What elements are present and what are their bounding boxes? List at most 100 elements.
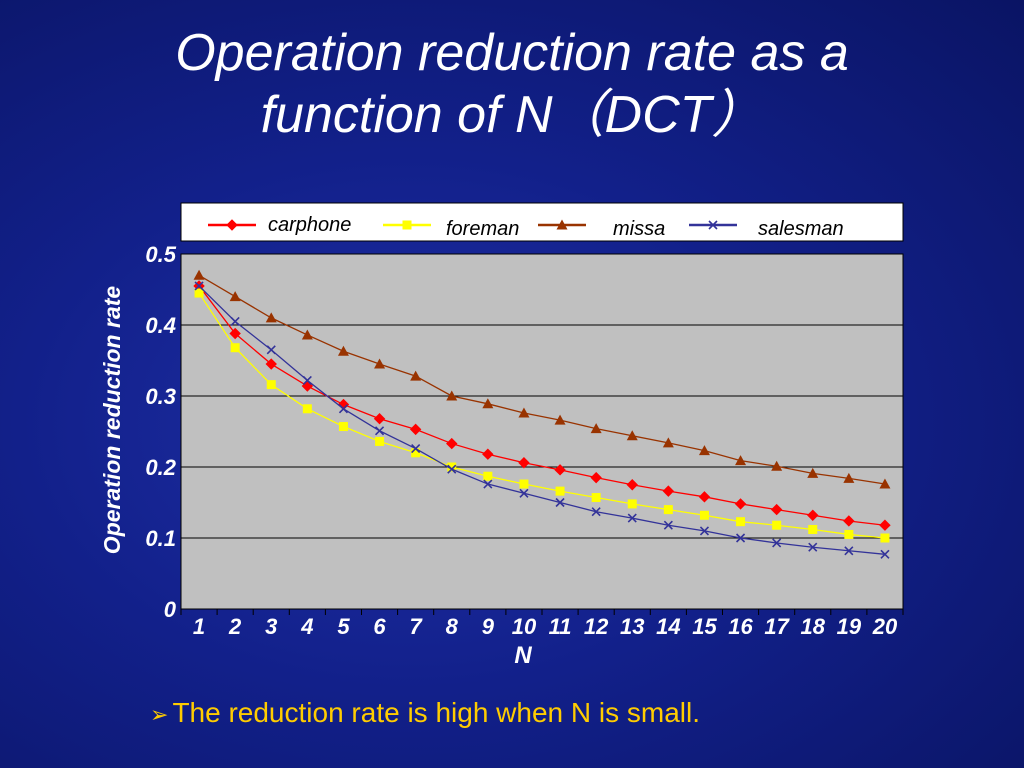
legend: carphone foreman missa salesman	[208, 214, 844, 240]
data-point-foreman	[591, 493, 601, 503]
slide-title: Operation reduction rate as a function o…	[0, 22, 1024, 146]
data-point-carphone	[409, 423, 422, 436]
data-point-salesman	[808, 542, 818, 552]
data-point-foreman	[736, 517, 746, 527]
data-point-salesman	[411, 443, 421, 454]
x-tick-label: 18	[801, 614, 826, 639]
data-point-carphone	[698, 491, 711, 503]
slide-title-line-2: function of N（DCT）	[260, 86, 764, 144]
data-point-foreman	[699, 510, 709, 520]
data-point-foreman	[338, 422, 348, 432]
y-tick-label: 0.3	[145, 384, 176, 409]
data-point-carphone	[843, 515, 855, 527]
x-axis-ticks: 1 2 3 4 5 6 7 8 9 10 11 12 13 14 15 16 17 18 19 20	[180, 609, 904, 639]
data-point-salesman	[519, 488, 529, 498]
data-point-foreman	[411, 448, 421, 458]
data-point-carphone	[879, 519, 891, 531]
legend-label-missa: missa	[613, 218, 665, 240]
y-axis-label: Operation reduction rate	[99, 286, 125, 555]
y-tick-label: 0.4	[145, 313, 176, 338]
legend-marker-missa	[556, 219, 568, 230]
data-point-missa	[771, 460, 783, 471]
series-missa	[193, 269, 891, 489]
data-point-foreman	[772, 520, 782, 530]
data-point-foreman	[194, 288, 204, 298]
data-point-salesman	[194, 281, 204, 291]
data-point-carphone	[554, 464, 566, 476]
series-line-missa	[198, 274, 886, 485]
x-tick-label: 8	[446, 614, 459, 639]
plot-area	[180, 253, 904, 610]
data-point-foreman	[447, 462, 457, 472]
data-point-missa	[518, 407, 530, 418]
data-point-salesman	[447, 464, 457, 474]
x-tick-label: 13	[620, 614, 644, 639]
x-tick-label: 20	[872, 614, 898, 639]
series-lines	[193, 269, 891, 559]
y-tick-label: 0.5	[145, 242, 176, 267]
data-point-missa	[698, 445, 710, 456]
legend-marker-salesman	[708, 220, 718, 230]
data-point-missa	[482, 398, 494, 409]
data-point-salesman	[555, 497, 565, 508]
data-point-salesman	[735, 533, 746, 543]
data-point-foreman	[302, 404, 312, 414]
data-point-foreman	[555, 486, 565, 496]
data-point-salesman	[266, 345, 276, 355]
data-point-foreman	[844, 529, 854, 539]
series-foreman	[194, 288, 890, 543]
y-tick-label: 0.1	[145, 526, 176, 551]
data-point-missa	[301, 329, 313, 340]
y-axis-ticks: 0 0.1 0.2 0.3 0.4 0.5	[145, 242, 176, 622]
data-point-foreman	[230, 343, 240, 353]
x-tick-label: 3	[265, 614, 277, 639]
data-point-carphone	[807, 509, 819, 521]
x-tick-label: 1	[193, 614, 205, 639]
bullet-point: ➢ The reduction rate is high when N is sm…	[150, 697, 700, 729]
data-point-missa	[374, 358, 386, 369]
legend-marker-carphone	[226, 219, 238, 231]
data-point-missa	[662, 437, 674, 448]
data-point-missa	[265, 312, 277, 323]
legend-label-foreman: foreman	[446, 218, 519, 240]
data-point-carphone	[590, 471, 602, 484]
legend-label-carphone: carphone	[268, 214, 351, 236]
data-point-carphone	[229, 327, 241, 340]
data-point-salesman	[230, 316, 240, 327]
line-chart: carphone foreman missa salesman 00.10.20.30…	[99, 202, 904, 639]
x-tick-label: 11	[549, 614, 572, 639]
legend-box	[180, 202, 904, 242]
data-point-foreman	[808, 524, 818, 534]
x-tick-label: 7	[410, 614, 424, 639]
data-point-foreman	[483, 471, 493, 481]
data-point-salesman	[663, 520, 673, 530]
data-point-foreman	[519, 479, 529, 489]
data-point-missa	[807, 467, 819, 478]
data-point-missa	[193, 269, 205, 280]
data-point-carphone	[518, 457, 530, 469]
x-tick-label: 14	[656, 614, 680, 639]
data-point-carphone	[482, 448, 494, 460]
data-point-missa	[229, 291, 241, 302]
x-tick-label: 16	[728, 614, 753, 639]
data-point-missa	[590, 423, 602, 434]
arrow-bullet-icon: ➢	[150, 702, 169, 727]
data-point-carphone	[770, 503, 783, 516]
data-point-missa	[843, 472, 855, 483]
data-point-foreman	[880, 533, 890, 543]
data-point-missa	[626, 430, 638, 441]
slide-title-line-1: Operation reduction rate as a	[175, 24, 849, 82]
data-point-missa	[735, 455, 747, 466]
data-point-salesman	[483, 479, 493, 489]
x-tick-label: 17	[764, 614, 790, 639]
data-point-carphone	[626, 479, 638, 491]
data-point-missa	[410, 370, 422, 381]
bullet-text: The reduction rate is high when N is sma…	[172, 697, 701, 728]
y-tick-label: 0.2	[145, 455, 176, 480]
x-tick-label: 9	[482, 614, 495, 639]
data-point-carphone	[373, 413, 386, 425]
data-point-foreman	[266, 380, 276, 390]
x-tick-label: 6	[373, 614, 386, 639]
x-tick-label: 4	[300, 614, 313, 639]
data-point-foreman	[375, 436, 385, 446]
